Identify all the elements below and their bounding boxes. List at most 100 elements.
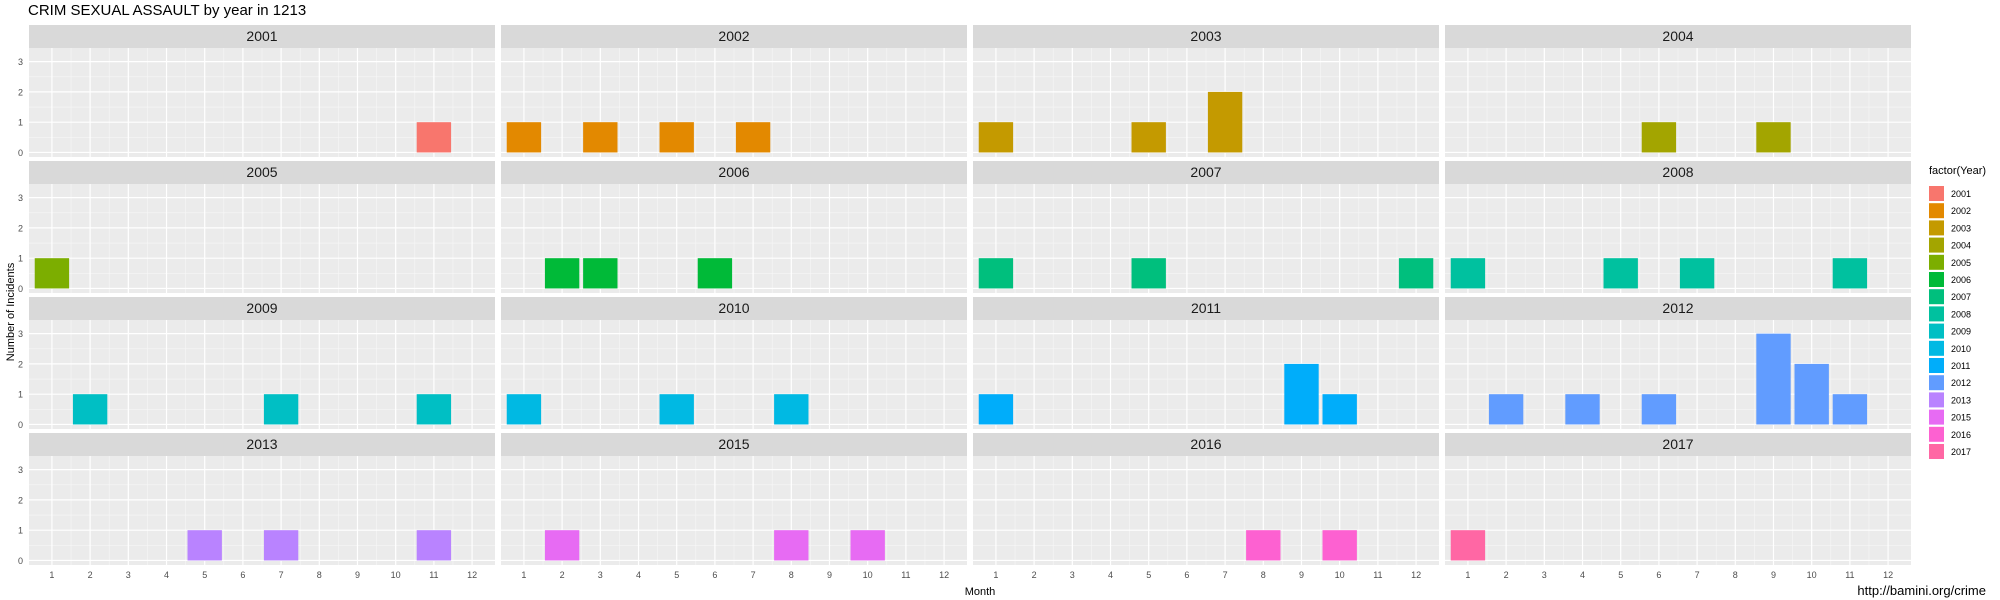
y-axis-title: Number of Incidents	[5, 262, 17, 361]
x-tick-label: 2	[560, 570, 565, 580]
bar-2006-month-3	[583, 258, 618, 289]
facet-label-2015: 2015	[718, 436, 749, 452]
x-tick-label: 7	[1695, 570, 1700, 580]
bar-2006-month-2	[544, 258, 580, 289]
facet-label-2017: 2017	[1662, 436, 1693, 452]
x-tick-label: 8	[789, 570, 794, 580]
facet-strip-2009	[29, 297, 495, 320]
x-tick-label: 2	[1504, 570, 1509, 580]
x-tick-label: 10	[1807, 570, 1817, 580]
x-tick-label: 8	[1261, 570, 1266, 580]
facet-label-2007: 2007	[1190, 164, 1221, 180]
bar-2001-month-11	[416, 122, 452, 153]
bar-2007-month-1	[978, 258, 1014, 289]
legend-label-2015: 2015	[1951, 413, 1971, 423]
facet-strip-2008	[1445, 161, 1911, 184]
y-tick-label: 3	[18, 193, 23, 203]
bar-2008-month-11	[1832, 258, 1868, 289]
facet-label-2001: 2001	[246, 28, 277, 44]
facet-label-2009: 2009	[246, 300, 277, 316]
x-tick-label: 1	[993, 570, 998, 580]
y-tick-label: 0	[18, 556, 23, 566]
bar-2002-month-3	[583, 122, 618, 153]
legend-key-2007	[1929, 289, 1944, 305]
legend-key-2010	[1929, 340, 1944, 356]
legend-label-2016: 2016	[1951, 430, 1971, 440]
legend-key-2016	[1929, 426, 1944, 442]
x-tick-label: 10	[1335, 570, 1345, 580]
bar-2012-month-4	[1565, 394, 1600, 425]
legend-label-2012: 2012	[1951, 378, 1971, 388]
bar-2015-month-2	[544, 530, 580, 561]
y-tick-label: 1	[18, 390, 23, 400]
x-tick-label: 7	[751, 570, 756, 580]
x-tick-label: 8	[1733, 570, 1738, 580]
bar-2003-month-7	[1207, 91, 1243, 153]
facet-strip-2017	[1445, 433, 1911, 456]
x-tick-label: 4	[1580, 570, 1585, 580]
legend-key-2005	[1929, 254, 1944, 270]
legend-label-2017: 2017	[1951, 447, 1971, 457]
y-tick-label: 1	[18, 118, 23, 128]
facet-strip-2003	[973, 25, 1439, 48]
legend-key-2002	[1929, 203, 1944, 219]
bar-2012-month-11	[1832, 394, 1868, 425]
legend-label-2010: 2010	[1951, 344, 1971, 354]
bar-2015-month-10	[850, 530, 885, 561]
facet-strip-2010	[501, 297, 967, 320]
x-tick-label: 9	[827, 570, 832, 580]
bar-2013-month-5	[187, 530, 222, 561]
legend-label-2011: 2011	[1951, 361, 1970, 371]
bar-2013-month-11	[416, 530, 452, 561]
legend-key-2008	[1929, 306, 1944, 322]
facet-label-2003: 2003	[1190, 28, 1221, 44]
legend-label-2004: 2004	[1951, 241, 1971, 251]
y-tick-label: 2	[18, 495, 23, 505]
facet-label-2016: 2016	[1190, 436, 1221, 452]
facet-label-2005: 2005	[246, 164, 277, 180]
legend-label-2001: 2001	[1951, 189, 1971, 199]
x-tick-label: 12	[1411, 570, 1421, 580]
facet-label-2002: 2002	[718, 28, 749, 44]
x-tick-label: 5	[202, 570, 207, 580]
bar-2010-month-5	[659, 394, 694, 425]
facet-strip-2005	[29, 161, 495, 184]
bar-2016-month-8	[1246, 530, 1281, 561]
bar-2009-month-11	[416, 394, 452, 425]
x-tick-label: 3	[1070, 570, 1075, 580]
legend-key-2001	[1929, 186, 1944, 201]
x-tick-label: 9	[1771, 570, 1776, 580]
x-tick-label: 1	[49, 570, 54, 580]
x-tick-label: 10	[863, 570, 873, 580]
x-tick-label: 3	[1542, 570, 1547, 580]
facet-strip-2001	[29, 25, 495, 48]
bar-2003-month-5	[1131, 122, 1166, 153]
bar-2009-month-2	[72, 394, 108, 425]
legend-label-2005: 2005	[1951, 258, 1971, 268]
legend-key-2006	[1929, 272, 1944, 287]
legend-label-2006: 2006	[1951, 275, 1971, 285]
facet-strip-2002	[501, 25, 967, 48]
x-tick-label: 6	[712, 570, 717, 580]
facet-label-2010: 2010	[718, 300, 749, 316]
x-axis-title: Month	[965, 586, 996, 598]
x-tick-label: 9	[1299, 570, 1304, 580]
legend-label-2002: 2002	[1951, 206, 1971, 216]
facet-strip-2004	[1445, 25, 1911, 48]
facet-label-2008: 2008	[1662, 164, 1693, 180]
bar-2013-month-7	[263, 530, 299, 561]
bar-2003-month-1	[978, 122, 1014, 153]
source-url: http://bamini.org/crime	[1857, 583, 1986, 598]
bar-2011-month-9	[1284, 363, 1319, 425]
facet-strip-2007	[973, 161, 1439, 184]
x-tick-label: 5	[674, 570, 679, 580]
facet-strip-2012	[1445, 297, 1911, 320]
legend-key-2015	[1929, 409, 1944, 425]
x-tick-label: 1	[521, 570, 526, 580]
facet-label-2012: 2012	[1662, 300, 1693, 316]
bar-2006-month-6	[697, 258, 733, 289]
legend-key-2009	[1929, 323, 1944, 339]
x-tick-label: 12	[939, 570, 949, 580]
bar-2012-month-9	[1756, 333, 1791, 425]
